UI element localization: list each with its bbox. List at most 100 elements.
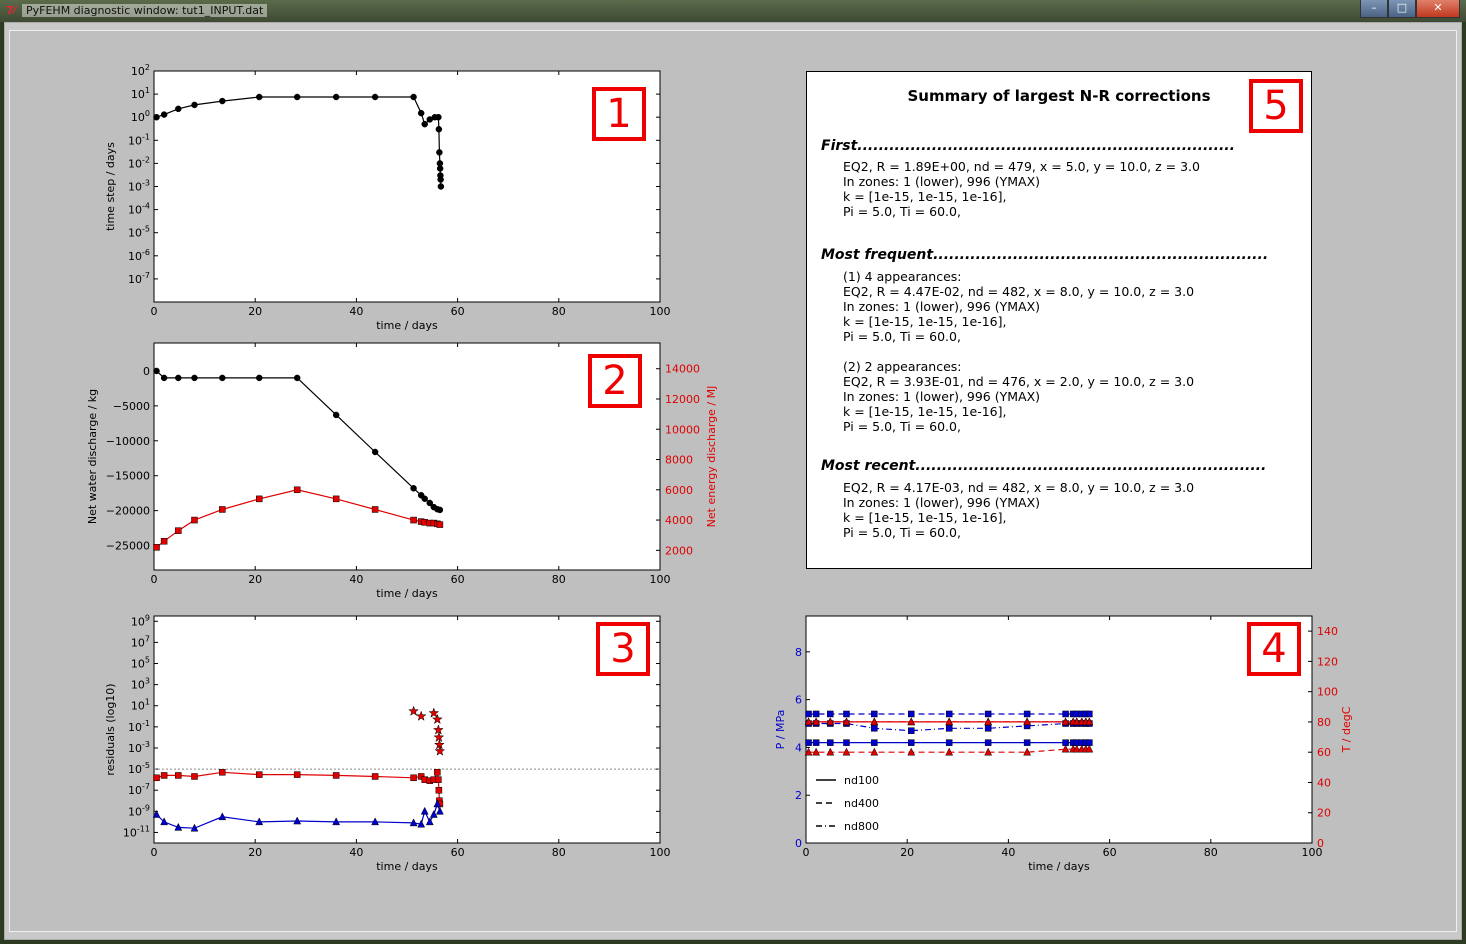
y2-tick-label: 2000 (665, 544, 693, 557)
data-point (160, 772, 168, 779)
maximize-icon: □ (1396, 1, 1408, 14)
y-tick-label: 2 (795, 789, 802, 802)
data-point (1072, 717, 1081, 726)
plot-area-4 (805, 615, 1313, 844)
y2-tick-label: 60 (1317, 746, 1331, 759)
frequent-line: EQ2, R = 3.93E-01, nd = 476, x = 2.0, y … (843, 374, 1195, 389)
recent-line: EQ2, R = 4.17E-03, nd = 482, x = 8.0, y … (843, 480, 1195, 495)
x-tick-label: 60 (451, 305, 465, 318)
data-point (907, 747, 916, 756)
data-point (175, 105, 182, 113)
minimize-button[interactable]: – (1360, 0, 1388, 18)
x-tick-label: 20 (248, 846, 262, 859)
data-point (907, 717, 916, 726)
y2-tick-label: 40 (1317, 776, 1331, 789)
data-point (1061, 744, 1070, 753)
x-tick-label: 80 (1204, 846, 1218, 859)
y-tick-label: −15000 (106, 470, 150, 483)
first-line: k = [1e-15, 1e-15, 1e-16], (843, 189, 1007, 204)
data-point (984, 739, 992, 746)
x-tick-label: 100 (650, 305, 671, 318)
legend-label: nd800 (844, 820, 879, 833)
data-point (827, 739, 834, 746)
data-point (191, 101, 198, 109)
data-point (871, 710, 878, 718)
y-tick-label: 0 (795, 837, 802, 850)
data-point (871, 725, 878, 732)
panel-number-4: 4 (1247, 622, 1301, 676)
x-tick-label: 100 (650, 573, 671, 586)
data-point (871, 739, 878, 746)
x-tick-label: 20 (900, 846, 914, 859)
data-point (175, 772, 182, 779)
x-tick-label: 40 (349, 846, 363, 859)
data-point (435, 126, 443, 133)
data-point (907, 739, 915, 746)
data-point (332, 411, 340, 419)
x-axis-label: time / days (376, 319, 438, 332)
data-point (433, 739, 445, 750)
data-point (1023, 747, 1032, 756)
x-tick-label: 80 (552, 846, 566, 859)
data-point (255, 374, 263, 382)
data-point (435, 806, 444, 815)
summary-panel: Summary of largest N-R corrections First… (806, 71, 1312, 569)
data-point (191, 773, 198, 780)
y-tick-label: 10-11 (123, 824, 150, 839)
data-point (805, 739, 812, 746)
close-button[interactable]: ✕ (1416, 0, 1460, 18)
data-point (332, 495, 340, 503)
data-point (293, 93, 301, 101)
minimize-icon: – (1371, 1, 1377, 14)
y-tick-label: −5000 (113, 400, 150, 413)
y-tick-label: 10-2 (128, 155, 150, 170)
plot-area-2 (153, 342, 661, 571)
summary-title: Summary of largest N-R corrections (907, 87, 1211, 105)
data-point (371, 773, 379, 780)
data-point (843, 710, 850, 718)
data-point (160, 111, 168, 118)
data-point (153, 774, 160, 782)
y-tick-label: 10-7 (128, 271, 150, 286)
window-title: PyFEHM diagnostic window: tut1_INPUT.dat (22, 4, 268, 17)
data-point (1072, 744, 1081, 753)
x-tick-label: 80 (552, 573, 566, 586)
data-point (843, 739, 850, 746)
close-icon: ✕ (1433, 1, 1443, 14)
x-axis-label: time / days (376, 860, 438, 873)
window-titlebar[interactable]: 7⁄ PyFEHM diagnostic window: tut1_INPUT.… (0, 0, 1466, 22)
data-point (945, 739, 953, 746)
data-point (332, 817, 341, 826)
x-tick-label: 40 (349, 573, 363, 586)
data-point (435, 776, 442, 783)
y2-tick-label: 140 (1317, 625, 1338, 638)
data-point (1062, 710, 1069, 718)
data-point (907, 727, 915, 734)
data-point (410, 93, 417, 101)
data-point (945, 725, 953, 732)
y2-tick-label: 0 (1317, 837, 1324, 850)
data-point (437, 183, 445, 190)
data-point (436, 506, 444, 514)
frequent-line: Pi = 5.0, Ti = 60.0, (843, 329, 961, 344)
data-point (219, 506, 226, 513)
data-point (293, 374, 301, 382)
data-point (870, 747, 879, 756)
y-tick-label: 10-1 (128, 719, 150, 734)
data-point (425, 817, 434, 826)
data-point (842, 747, 851, 756)
y-tick-label: 101 (131, 698, 150, 713)
x-axis-label: time / days (1028, 860, 1090, 873)
y-tick-label: 10-6 (128, 248, 150, 263)
frequent-line: (1) 4 appearances: (843, 269, 962, 284)
maximize-button[interactable]: □ (1388, 0, 1416, 18)
data-point (371, 506, 379, 513)
y2-tick-label: 14000 (665, 363, 700, 376)
data-point (984, 710, 992, 718)
panel-number-5: 5 (1249, 79, 1303, 133)
x-tick-label: 0 (803, 846, 810, 859)
frequent-line: k = [1e-15, 1e-15, 1e-16], (843, 314, 1007, 329)
y2-axis-label: T / degC (1340, 706, 1353, 753)
y-tick-label: 101 (131, 86, 150, 101)
tk-feather-icon: 7⁄ (6, 4, 16, 17)
